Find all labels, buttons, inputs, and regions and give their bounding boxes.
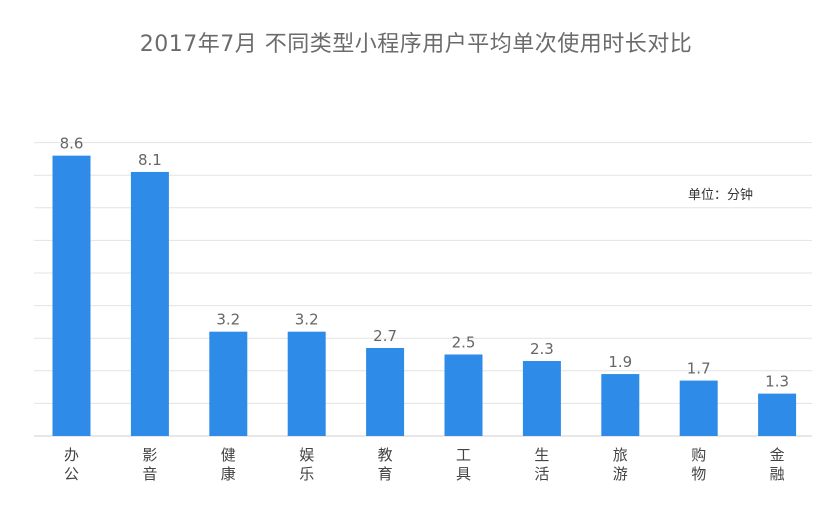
category-label: 工具 (456, 446, 471, 483)
bar (287, 331, 326, 436)
data-label: 2.7 (373, 327, 397, 345)
category-label: 办公 (64, 446, 79, 483)
bar (52, 155, 91, 436)
bar (444, 354, 483, 436)
data-label: 1.3 (765, 373, 789, 391)
bar (209, 331, 248, 436)
category-label: 生活 (534, 446, 549, 483)
bar (758, 393, 797, 436)
bar (366, 347, 405, 436)
category-label: 影音 (142, 446, 157, 483)
data-label: 1.7 (687, 360, 711, 378)
bar (130, 171, 169, 436)
data-label: 2.3 (530, 340, 554, 358)
data-label: 3.2 (295, 311, 319, 329)
data-label: 2.5 (452, 334, 476, 352)
category-label: 健康 (221, 446, 236, 483)
category-label: 娱乐 (299, 446, 314, 483)
unit-label: 单位：分钟 (688, 188, 754, 203)
data-label: 8.6 (60, 135, 84, 153)
category-label: 旅游 (613, 446, 628, 483)
data-label: 3.2 (216, 311, 240, 329)
bar (601, 374, 640, 436)
bar (679, 380, 718, 436)
chart-title: 2017年7月 不同类型小程序用户平均单次使用时长对比 (139, 32, 693, 57)
bar (522, 361, 561, 436)
category-label: 教育 (378, 446, 393, 483)
data-label: 1.9 (608, 353, 632, 371)
category-label: 购物 (691, 446, 706, 483)
data-label: 8.1 (138, 151, 162, 169)
category-label: 金融 (770, 446, 785, 483)
